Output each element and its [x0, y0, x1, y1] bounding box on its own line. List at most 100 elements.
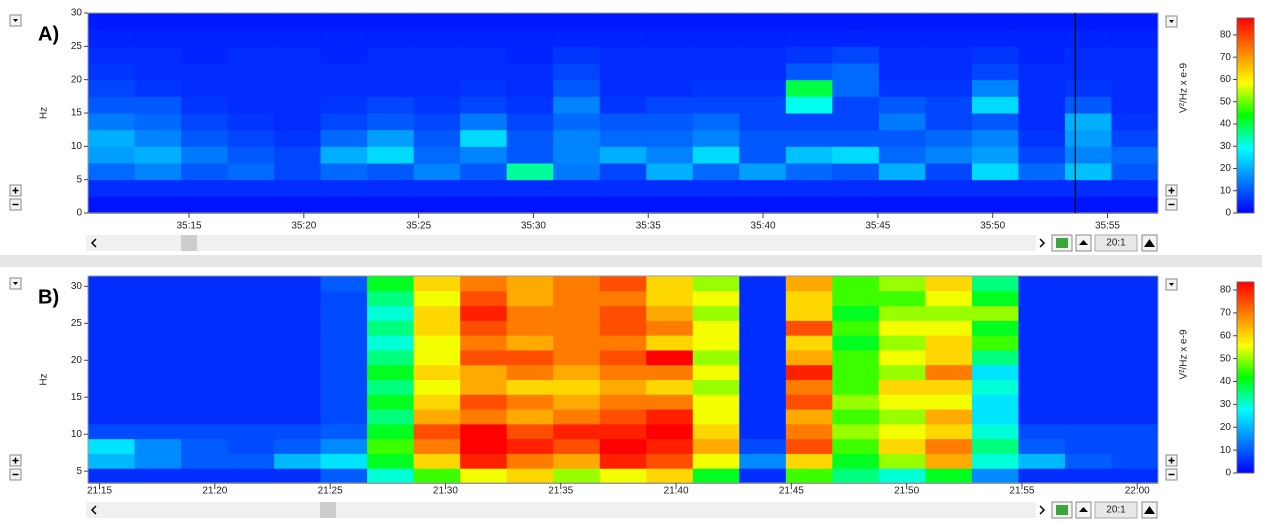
heatmap-cell [227, 129, 275, 147]
heatmap-cell [413, 129, 461, 147]
heatmap-cell [134, 468, 182, 484]
heatmap-cell [1018, 276, 1066, 292]
heatmap-cell [181, 13, 229, 31]
heatmap-cell [971, 29, 1019, 47]
heatmap-cell [599, 320, 647, 336]
heatmap-cell [367, 379, 415, 395]
heatmap-cell [227, 276, 275, 292]
heatmap-cell [367, 423, 415, 440]
heatmap-cell [646, 29, 694, 47]
heatmap-cell [413, 146, 461, 164]
heatmap-cell [739, 29, 787, 47]
heatmap-cell [320, 423, 368, 440]
heatmap-cell [413, 163, 461, 181]
heatmap-cell [1064, 394, 1112, 410]
heatmap-cell [925, 63, 973, 81]
colorbar-label: V²/Hz x e-9 [1179, 63, 1190, 113]
heatmap-cell [367, 96, 415, 114]
heatmap-cell [832, 13, 880, 31]
heatmap-cell [1111, 63, 1159, 81]
heatmap-cell [599, 96, 647, 114]
heatmap-cell [460, 468, 508, 484]
heatmap-cell [925, 290, 973, 307]
y-tick-label: 10 [71, 141, 83, 152]
heatmap-cell [599, 79, 647, 97]
heatmap-cell [646, 63, 694, 81]
heatmap-cell [1018, 96, 1066, 114]
scroll-thumb[interactable] [320, 502, 336, 518]
x-tick-label: 21:40 [664, 486, 689, 497]
heatmap-cell [785, 13, 833, 31]
heatmap-cell [274, 46, 322, 64]
scrollbar-track[interactable] [86, 235, 1036, 251]
heatmap-cell [878, 13, 926, 31]
heatmap-cell [599, 379, 647, 395]
heatmap-cell [785, 290, 833, 307]
scroll-right[interactable] [1039, 505, 1046, 515]
heatmap-cell [925, 364, 973, 380]
heatmap-cell [88, 305, 136, 321]
heatmap-cell [413, 320, 461, 336]
heatmap-cell [1111, 468, 1159, 484]
heatmap-cell [274, 146, 322, 164]
heatmap-cell [413, 379, 461, 395]
heatmap-cell [1064, 46, 1112, 64]
heatmap-cell [971, 96, 1019, 114]
heatmap-cell [227, 453, 275, 469]
heatmap-cell [599, 409, 647, 425]
heatmap-cell [878, 29, 926, 47]
scrollbar-track[interactable] [86, 502, 1036, 518]
x-tick-label: 21:15 [87, 486, 112, 497]
heatmap-cell [460, 409, 508, 425]
heatmap-cell [739, 63, 787, 81]
heatmap-cell [1018, 305, 1066, 321]
heatmap-cell [413, 13, 461, 31]
heatmap-cell [692, 79, 740, 97]
x-tick-label: 35:15 [177, 221, 202, 232]
heatmap-cell [1111, 335, 1159, 351]
heatmap-cell [320, 305, 368, 321]
scroll-left[interactable] [90, 505, 97, 515]
heatmap-cell [460, 394, 508, 410]
scroll-right[interactable] [1039, 238, 1046, 248]
heatmap-cell [832, 438, 880, 454]
heatmap-cell [971, 468, 1019, 484]
heatmap-cell [878, 79, 926, 97]
heatmap-cell [785, 46, 833, 64]
heatmap-cell [971, 409, 1019, 425]
heatmap-cell [878, 305, 926, 321]
heatmap-cell [692, 29, 740, 47]
heatmap-cell [1018, 468, 1066, 484]
heatmap-cell [320, 349, 368, 366]
heatmap-cell [646, 305, 694, 321]
button-icon [1079, 240, 1088, 245]
heatmap-cell [1111, 290, 1159, 307]
heatmap-cell [832, 29, 880, 47]
heatmap-cell [692, 305, 740, 321]
heatmap-cell [506, 335, 554, 351]
heatmap-cell [413, 196, 461, 214]
heatmap-cell [227, 438, 275, 454]
heatmap-cell [181, 146, 229, 164]
heatmap-cell [739, 423, 787, 440]
scroll-left[interactable] [90, 238, 97, 248]
heatmap-cell [878, 438, 926, 454]
scroll-thumb[interactable] [181, 235, 197, 251]
heatmap-cell [413, 453, 461, 469]
heatmap-cell [832, 320, 880, 336]
heatmap-cell [599, 394, 647, 410]
colorbar-tick-label: 70 [1220, 52, 1232, 63]
heatmap-cell [1018, 29, 1066, 47]
x-tick-label: 35:45 [865, 221, 890, 232]
heatmap-cell [646, 113, 694, 131]
y-tick-label: 5 [76, 466, 82, 477]
heatmap-cell [413, 96, 461, 114]
heatmap-cell [971, 63, 1019, 81]
heatmap-cell [1018, 113, 1066, 131]
heatmap-cell [413, 29, 461, 47]
heatmap-cell [506, 63, 554, 81]
heatmap-cell [320, 468, 368, 484]
heatmap-cell [878, 290, 926, 307]
heatmap-cell [553, 46, 601, 64]
heatmap-cell [925, 163, 973, 181]
